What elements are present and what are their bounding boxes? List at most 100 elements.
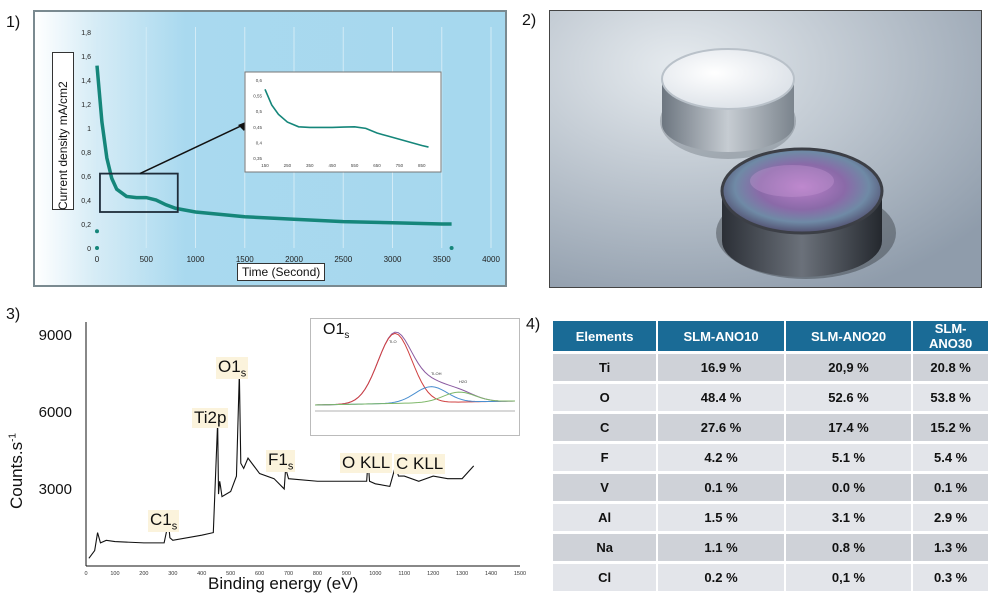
inset-frame xyxy=(244,71,442,173)
data-point xyxy=(95,246,99,250)
xps-spectrum: 3000 6000 9000 0 100 200 300 400 500 600 700 800 900… xyxy=(0,300,530,593)
inset-peak-label: Ti-O xyxy=(389,339,397,344)
cell-value: 52.6 % xyxy=(785,384,914,411)
cell-value: 0.2 % xyxy=(658,564,786,591)
header-slm-ano30: SLM-ANO30 xyxy=(913,321,988,351)
inset-x-tick-label: 250 xyxy=(284,163,292,168)
inset-peak-label: Ti-OH xyxy=(431,371,442,376)
inset-y-tick-label: 0,55 xyxy=(253,94,262,99)
panel-label-2: 2) xyxy=(522,12,537,29)
silver-disc xyxy=(660,48,796,159)
xps-x-tick-label: 200 xyxy=(139,571,148,577)
photo-samples xyxy=(549,10,982,288)
x-tick-label: 2000 xyxy=(285,255,303,264)
cell-value: 0.8 % xyxy=(785,534,914,561)
current-density-plot: 0 500 1000 1500 2000 2500 3000 3500 4000 0 0,2 0,4 0… xyxy=(81,27,500,264)
panel-label-1: 1) xyxy=(6,14,21,31)
data-point xyxy=(449,246,454,250)
inset-y-tick-label: 0,35 xyxy=(253,156,262,161)
y-tick-label: 0,8 xyxy=(81,150,91,157)
ti-o-fit xyxy=(314,332,516,406)
y-tick-label: 1,4 xyxy=(81,78,91,85)
inset-y-tick-label: 0,5 xyxy=(256,109,263,114)
cell-element: Al xyxy=(553,504,659,531)
xps-x-tick-label: 1500 xyxy=(514,571,526,577)
x-tick-label: 500 xyxy=(140,255,154,264)
peak-label-o-kll: O KLL xyxy=(340,453,393,473)
xps-y-tick-label: 6000 xyxy=(39,404,72,421)
cell-element: C xyxy=(553,414,659,441)
peak-label-f1s: F1s xyxy=(266,450,296,473)
anodized-disc xyxy=(716,147,896,279)
cell-value: 1.1 % xyxy=(658,534,786,561)
panel-label-3: 3) xyxy=(6,306,21,323)
cell-value: 53.8 % xyxy=(913,384,988,411)
xps-x-tick-label: 1400 xyxy=(485,571,497,577)
cell-value: 15.2 % xyxy=(913,414,988,441)
zoom-region-box xyxy=(99,172,179,213)
inset-x-tick-label: 550 xyxy=(351,163,359,168)
xps-y-label-wrap: Counts.s-1 xyxy=(6,400,30,510)
cell-value: 20.8 % xyxy=(913,354,988,381)
inset-y-tick-label: 0,4 xyxy=(256,140,263,145)
x-tick-label: 4000 xyxy=(482,255,500,264)
y-tick-label: 0,6 xyxy=(81,174,91,181)
cell-value: 16.9 % xyxy=(658,354,786,381)
table-header-row: Elements SLM-ANO10 SLM-ANO20 SLM-ANO30 xyxy=(553,321,988,351)
cell-value: 3.1 % xyxy=(785,504,914,531)
o1s-inset-title: O1s xyxy=(323,321,350,342)
y-tick-label: 1,8 xyxy=(81,30,91,37)
o1s-inset-plot: Ti-O Ti-OH H2O xyxy=(314,331,516,412)
header-slm-ano20: SLM-ANO20 xyxy=(785,321,914,351)
cell-value: 0.1 % xyxy=(658,474,786,501)
zoom-inset: 150 250 350 450 550 650 750 850 0,35 0,4 0,45 0,5 0,… xyxy=(244,71,442,173)
cell-value: 48.4 % xyxy=(658,384,786,411)
xps-y-tick-label: 3000 xyxy=(39,481,72,498)
table-row: V 0.1 % 0.0 % 0.1 % xyxy=(553,474,988,501)
x-tick-label: 1500 xyxy=(236,255,254,264)
cell-value: 5.4 % xyxy=(913,444,988,471)
table-row: F 4.2 % 5.1 % 5.4 % xyxy=(553,444,988,471)
xps-x-tick-label: 500 xyxy=(226,571,235,577)
cell-value: 20,9 % xyxy=(785,354,914,381)
y-axis-label: Current density mA/cm2 xyxy=(56,81,70,210)
y-tick-label: 0,2 xyxy=(81,222,91,229)
table-row: C 27.6 % 17.4 % 15.2 % xyxy=(553,414,988,441)
cell-value: 1.5 % xyxy=(658,504,786,531)
inset-y-tick-label: 0,45 xyxy=(253,125,262,130)
o1s-inset: Ti-O Ti-OH H2O O1s xyxy=(310,318,520,436)
table-row: Al 1.5 % 3.1 % 2.9 % xyxy=(553,504,988,531)
peak-label-o1s: O1s xyxy=(216,357,249,380)
y-tick-label: 1 xyxy=(87,126,91,133)
xps-x-tick-label: 700 xyxy=(284,571,293,577)
xps-x-tick-label: 800 xyxy=(313,571,322,577)
x-tick-label: 2500 xyxy=(334,255,352,264)
header-elements: Elements xyxy=(553,321,659,351)
xps-x-tick-label: 400 xyxy=(197,571,206,577)
xps-y-tick-label: 9000 xyxy=(39,327,72,344)
cell-value: 0.3 % xyxy=(913,564,988,591)
panel-label-4: 4) xyxy=(526,316,541,333)
peak-label-c-kll: C KLL xyxy=(394,454,446,474)
cell-value: 4.2 % xyxy=(658,444,786,471)
xps-x-tick-label: 300 xyxy=(168,571,177,577)
ti-oh-fit xyxy=(314,386,516,406)
xps-x-axis-label: Binding energy (eV) xyxy=(208,574,359,593)
cell-element: Cl xyxy=(553,564,659,591)
cell-value: 0,1 % xyxy=(785,564,914,591)
x-tick-label: 3500 xyxy=(433,255,451,264)
y-tick-label: 0,4 xyxy=(81,198,91,205)
inset-x-tick-label: 350 xyxy=(306,163,314,168)
cell-element: O xyxy=(553,384,659,411)
xps-y-axis-label: Counts.s-1 xyxy=(7,433,26,509)
table-row: Cl 0.2 % 0,1 % 0.3 % xyxy=(553,564,988,591)
cell-value: 17.4 % xyxy=(785,414,914,441)
peak-label-c1s: C1s xyxy=(148,510,180,533)
x-tick-label: 0 xyxy=(95,255,100,264)
data-point xyxy=(95,229,99,234)
cell-element: F xyxy=(553,444,659,471)
xps-x-tick-label: 600 xyxy=(255,571,264,577)
x-tick-label: 3000 xyxy=(384,255,402,264)
cell-value: 1.3 % xyxy=(913,534,988,561)
header-slm-ano10: SLM-ANO10 xyxy=(658,321,786,351)
